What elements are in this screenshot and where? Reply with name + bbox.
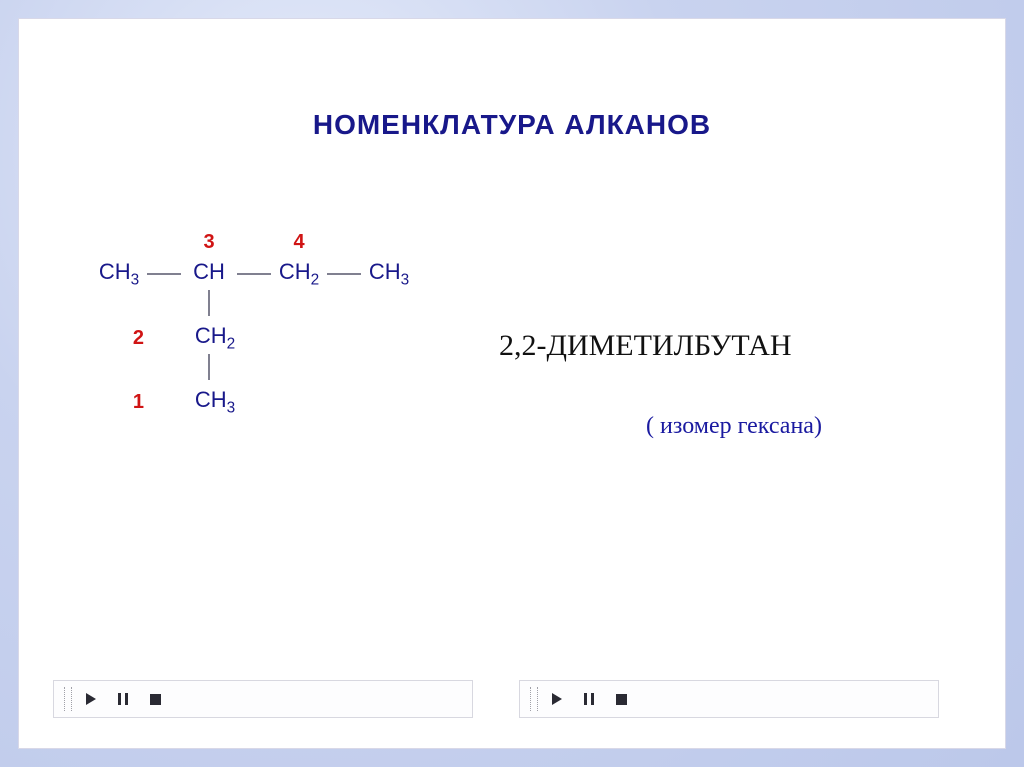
branch-spacer [147,369,181,371]
play-icon [86,693,96,705]
pause-icon [584,693,594,705]
v-bond-cell [184,354,234,386]
atom: CH3 [364,259,414,289]
num-spacer [237,241,271,243]
stop-button[interactable] [146,690,164,708]
v-bond-line [208,290,210,316]
num-spacer [327,241,361,243]
atom-label: CH [99,259,131,284]
atom-sub: 2 [227,335,236,352]
atom: CH [184,259,234,289]
media-player-left [53,680,473,718]
branch-spacer [153,401,187,403]
atom-sub: 3 [401,271,410,288]
carbon-number: 3 [184,231,234,254]
v-bond-line [208,354,210,380]
play-button[interactable] [82,690,100,708]
h-bond [147,273,181,275]
atom: CH2 [190,323,240,353]
branch-spacer [153,337,187,339]
pause-button[interactable] [580,690,598,708]
compound-isomer-note: ( изомер гексана) [499,413,969,440]
stop-icon [616,694,627,705]
atom-label: CH [369,259,401,284]
atom: CH3 [190,387,240,417]
h-bond [327,273,361,275]
atom-label: CH [279,259,311,284]
stop-icon [150,694,161,705]
structural-formula: 3 4 CH3 CH CH2 CH3 [94,229,414,419]
play-button[interactable] [548,690,566,708]
slide-title: НОМЕНКЛАТУРА АЛКАНОВ [19,109,1005,141]
branch-spacer [147,305,181,307]
compound-block: 2,2-ДИМЕТИЛБУТАН ( изомер гексана) [499,329,969,440]
atom-label: CH [193,259,225,284]
formula-number-row: 3 4 [94,229,414,255]
v-bond-cell [184,290,234,322]
atom-sub: 2 [311,271,320,288]
carbon-number: 4 [274,231,324,254]
h-bond [237,273,271,275]
pause-icon [118,693,128,705]
atom-label: CH [195,323,227,348]
pause-button[interactable] [114,690,132,708]
carbon-number: 1 [94,391,150,414]
compound-name: 2,2-ДИМЕТИЛБУТАН [499,329,969,363]
media-player-right [519,680,939,718]
grip-icon [530,687,538,711]
v-bond [94,355,414,385]
slide-frame: НОМЕНКЛАТУРА АЛКАНОВ 3 4 CH3 CH CH2 CH3 [0,0,1024,767]
atom-sub: 3 [131,271,140,288]
formula-main-chain: CH3 CH CH2 CH3 [94,257,414,291]
stop-button[interactable] [612,690,630,708]
carbon-number: 2 [94,327,150,350]
atom-label: CH [195,387,227,412]
grip-icon [64,687,72,711]
branch-row: 1 CH3 [94,385,414,419]
v-bond [94,291,414,321]
play-icon [552,693,562,705]
atom-sub: 3 [227,399,236,416]
num-spacer [147,241,181,243]
atom: CH2 [274,259,324,289]
atom: CH3 [94,259,144,289]
slide: НОМЕНКЛАТУРА АЛКАНОВ 3 4 CH3 CH CH2 CH3 [18,18,1006,749]
branch-row: 2 CH2 [94,321,414,355]
